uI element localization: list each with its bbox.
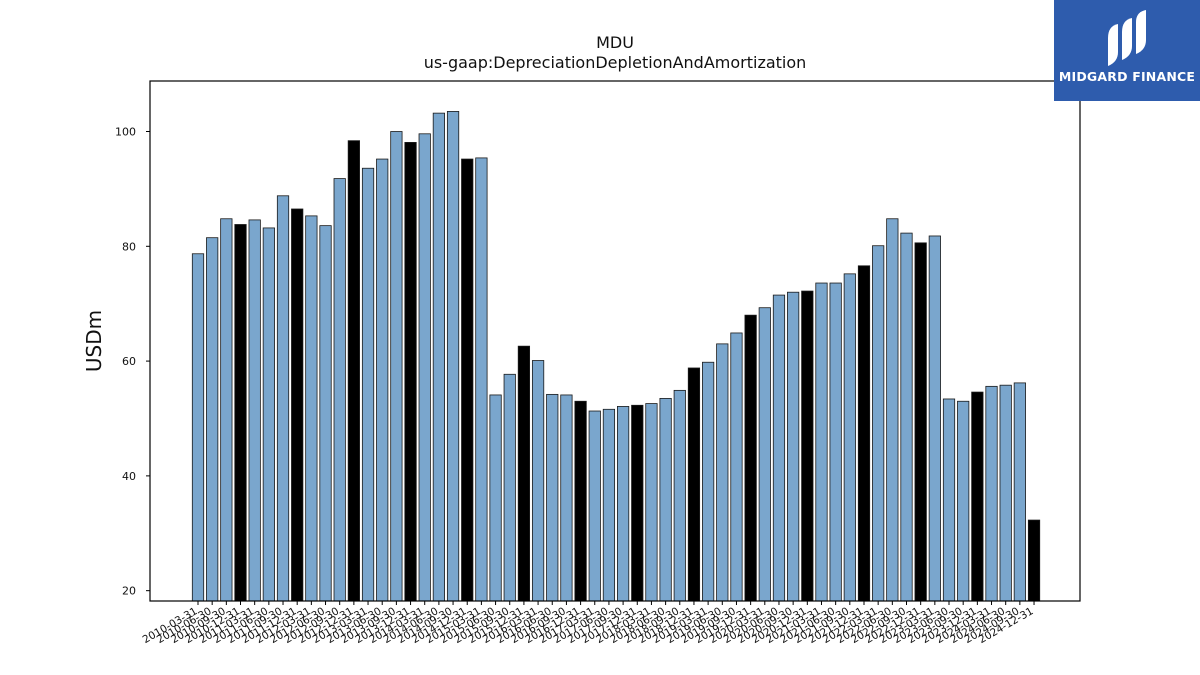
bar-2011-06-30: [262, 227, 275, 602]
bar-2017-12-31: [631, 404, 644, 602]
x-axis-ticks: 2010-03-312010-06-302010-09-302010-12-31…: [141, 601, 1036, 646]
bar-2014-12-31: [461, 158, 474, 602]
bar-2011-03-31: [248, 219, 261, 602]
bar-2021-03-31: [815, 282, 828, 602]
bar-2017-03-31: [588, 410, 601, 602]
bar-2014-06-30: [432, 112, 445, 602]
bar-2018-09-30: [673, 389, 686, 602]
bar-2022-12-31: [914, 242, 927, 602]
bar-2010-12-31: [234, 224, 247, 602]
bar-2019-12-31: [744, 314, 757, 602]
bar-2022-03-31: [872, 245, 885, 602]
bar-2012-03-31: [305, 215, 318, 602]
y-axis-ticks: 20 40 60 80 100: [115, 126, 150, 598]
y-tick-label: 40: [122, 470, 136, 483]
logo-text: MIDGARD FINANCE: [1058, 69, 1196, 84]
plot-frame: [149, 80, 1081, 602]
bar-2013-06-30: [376, 158, 389, 602]
bar-2017-09-30: [617, 406, 630, 602]
bar-2015-12-31: [517, 345, 531, 602]
bar-2018-03-31: [645, 403, 658, 602]
bar-2020-09-30: [787, 291, 800, 602]
bar-2021-12-31: [857, 265, 871, 602]
bar-2023-06-30: [942, 398, 956, 602]
bar-2016-03-31: [531, 360, 545, 602]
bar-2012-12-31: [347, 140, 360, 602]
bar-2023-12-31: [971, 391, 984, 602]
bar-2023-09-30: [957, 400, 970, 602]
chart-subtitle: us-gaap:DepreciationDepletionAndAmortiza…: [423, 53, 807, 72]
bar-2011-09-30: [276, 195, 290, 602]
bar-2019-03-31: [702, 361, 715, 602]
bar-2016-06-30: [546, 393, 559, 602]
bar-2022-09-30: [900, 232, 913, 602]
y-tick-label: 20: [122, 585, 136, 598]
bar-2014-03-31: [418, 133, 431, 602]
bar-2016-09-30: [560, 394, 573, 602]
bar-2024-06-30: [999, 384, 1012, 602]
bar-2011-12-31: [291, 208, 304, 602]
bar-2013-12-31: [404, 142, 417, 602]
bar-2021-06-30: [829, 282, 842, 602]
midgard-logo-icon: [1108, 10, 1146, 66]
chart-title: MDU: [596, 33, 634, 52]
bar-2010-09-30: [220, 218, 233, 602]
y-axis-label: USDm: [82, 310, 106, 372]
bar-2012-09-30: [333, 178, 346, 602]
bar-2020-06-30: [772, 294, 786, 602]
y-tick-label: 60: [122, 355, 136, 368]
bar-2023-03-31: [928, 235, 941, 602]
bar-2021-09-30: [843, 273, 856, 602]
bars-group: [191, 111, 1041, 602]
bar-2020-12-31: [801, 290, 814, 602]
bar-2010-03-31: [191, 253, 205, 602]
y-tick-label: 80: [122, 240, 136, 253]
bar-2024-09-30: [1013, 382, 1026, 602]
bar-2018-06-30: [659, 397, 672, 602]
bar-2012-06-30: [319, 225, 332, 602]
bar-2010-06-30: [206, 237, 219, 602]
bar-2014-09-30: [446, 111, 460, 602]
bar-2017-06-30: [602, 408, 616, 602]
bar-2015-09-30: [503, 373, 516, 602]
bar-2013-09-30: [390, 131, 403, 602]
bar-2019-06-30: [716, 343, 729, 602]
bar-2022-06-30: [886, 218, 899, 602]
bar-2013-03-31: [361, 167, 375, 602]
bar-2016-12-31: [574, 400, 587, 602]
bar-2015-03-31: [475, 157, 488, 602]
y-tick-label: 100: [115, 126, 136, 139]
bar-2020-03-31: [758, 307, 771, 602]
bar-2015-06-30: [489, 394, 502, 602]
bar-2019-09-30: [730, 332, 743, 602]
bar-2018-12-31: [687, 367, 701, 602]
midgard-finance-logo: MIDGARD FINANCE: [1054, 0, 1200, 101]
bar-2024-12-31: [1027, 519, 1041, 602]
bar-2024-03-31: [985, 385, 998, 602]
